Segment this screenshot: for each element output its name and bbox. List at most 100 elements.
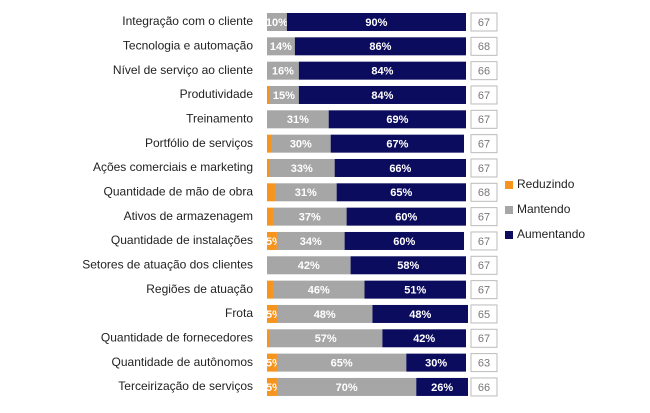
- bar-segment: [298, 61, 466, 80]
- value-label: 15%: [273, 90, 295, 102]
- value-label: 60%: [393, 236, 415, 248]
- count-box: [470, 304, 498, 324]
- bar-segment: [267, 110, 329, 129]
- value-label: 37%: [299, 212, 321, 224]
- category-label: Setores de atuação dos clientes: [82, 257, 253, 271]
- category-label: Ativos de armazenagem: [124, 209, 253, 223]
- value-label: 84%: [371, 90, 393, 102]
- value-label: 34%: [300, 236, 322, 248]
- value-label: 84%: [371, 66, 393, 78]
- count-label: 66: [478, 66, 490, 78]
- legend-swatch: [505, 181, 513, 189]
- bar-segment: [267, 158, 269, 177]
- value-label: 60%: [395, 212, 417, 224]
- bar-segment: [276, 304, 373, 323]
- bar-segment: [268, 329, 383, 348]
- bar-segment: [416, 377, 468, 396]
- count-box: [470, 158, 498, 178]
- bar-segment: [268, 85, 299, 104]
- bar-segment: [267, 37, 295, 56]
- count-box: [470, 255, 498, 275]
- bar-segment: [382, 329, 466, 348]
- value-label: 31%: [287, 114, 309, 126]
- count-box: [470, 85, 498, 105]
- count-label: 67: [478, 139, 490, 151]
- category-label: Quantidade de autônomos: [112, 355, 253, 369]
- bar-segment: [267, 134, 271, 153]
- bar-segment: [267, 207, 273, 226]
- value-label: 51%: [404, 285, 426, 297]
- count-box: [470, 328, 498, 348]
- value-label: 65%: [331, 358, 353, 370]
- value-label: 14%: [270, 41, 292, 53]
- count-box: [470, 61, 498, 81]
- value-label: 48%: [409, 309, 431, 321]
- count-label: 67: [478, 260, 490, 272]
- legend-label: Reduzindo: [517, 177, 575, 191]
- bar-segment: [346, 207, 466, 226]
- bar-segment: [330, 134, 465, 153]
- bar-segment: [336, 183, 466, 202]
- value-label: 67%: [386, 139, 408, 151]
- value-label: 46%: [308, 285, 330, 297]
- category-label: Regiões de atuação: [146, 282, 253, 296]
- category-label: Produtividade: [180, 87, 254, 101]
- bar-segment: [268, 158, 335, 177]
- category-label: Tecnologia e automação: [123, 39, 253, 53]
- category-label: Terceirização de serviços: [118, 379, 253, 393]
- value-label: 33%: [291, 163, 313, 175]
- count-label: 67: [478, 236, 490, 248]
- bar-segment: [267, 85, 269, 104]
- count-box: [470, 231, 498, 251]
- bar-segment: [272, 207, 347, 226]
- count-label: 68: [478, 41, 490, 53]
- value-label: 16%: [272, 66, 294, 78]
- value-label: 69%: [386, 114, 408, 126]
- category-label: Quantidade de instalações: [111, 233, 253, 247]
- count-label: 68: [478, 187, 490, 199]
- value-label: 57%: [315, 333, 337, 345]
- bar-segment: [276, 231, 345, 250]
- category-label: Nível de serviço ao cliente: [113, 63, 253, 77]
- value-label: 42%: [413, 333, 435, 345]
- count-label: 67: [478, 163, 490, 175]
- count-label: 67: [478, 17, 490, 29]
- count-box: [470, 109, 498, 129]
- legend-swatch: [505, 231, 513, 239]
- count-label: 67: [478, 114, 490, 126]
- category-label: Portfólio de serviços: [145, 136, 253, 150]
- value-label: 90%: [365, 17, 387, 29]
- value-label: 10%: [266, 17, 288, 29]
- bar-segment: [372, 304, 468, 323]
- count-box: [470, 377, 498, 397]
- bar-segment: [344, 231, 465, 250]
- bar-segment: [274, 183, 337, 202]
- category-label: Treinamento: [186, 111, 253, 125]
- value-label: 30%: [290, 139, 312, 151]
- count-box: [470, 353, 498, 373]
- legend-swatch: [505, 206, 513, 214]
- bar-segment: [267, 280, 273, 299]
- count-label: 67: [478, 285, 490, 297]
- value-label: 31%: [295, 187, 317, 199]
- bar-segment: [350, 256, 466, 275]
- bar-segment: [267, 13, 287, 31]
- count-label: 66: [478, 382, 490, 394]
- category-label: Integração com o cliente: [122, 14, 253, 28]
- value-label: 58%: [397, 260, 419, 272]
- count-label: 67: [478, 333, 490, 345]
- bar-segment: [267, 231, 277, 250]
- value-label: 48%: [314, 309, 336, 321]
- value-label: 86%: [369, 41, 391, 53]
- value-label: 42%: [298, 260, 320, 272]
- bar-segment: [267, 377, 277, 396]
- bar-segment: [334, 158, 466, 177]
- bar-segment: [276, 377, 417, 396]
- bar-segment: [267, 304, 277, 323]
- category-label: Quantidade de mão de obra: [104, 184, 254, 198]
- count-label: 67: [478, 212, 490, 224]
- count-label: 67: [478, 90, 490, 102]
- bar-segment: [270, 134, 331, 153]
- bar-segment: [286, 13, 466, 31]
